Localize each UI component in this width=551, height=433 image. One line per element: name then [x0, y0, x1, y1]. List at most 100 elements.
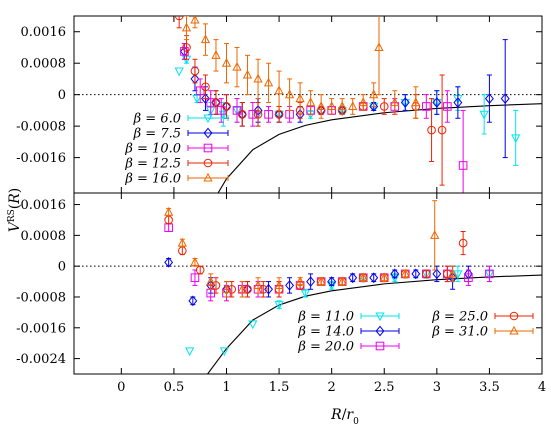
top-y-tick-label: 0.0016	[21, 25, 67, 40]
top-fit-curve	[217, 103, 542, 193]
data-point	[284, 89, 295, 99]
data-point	[192, 95, 202, 104]
x-tick-label: 3	[433, 380, 441, 395]
data-point	[295, 276, 305, 286]
data-point	[190, 257, 200, 266]
legend-marker	[203, 143, 213, 153]
top-series-2	[180, 43, 468, 193]
data-point	[453, 270, 463, 280]
data-point	[219, 347, 230, 357]
data-point	[337, 101, 347, 111]
bottom-y-tick-label: -0.0008	[16, 290, 66, 305]
data-point	[211, 98, 221, 107]
data-point	[369, 272, 379, 284]
data-point	[211, 50, 221, 59]
data-point	[458, 161, 468, 170]
bottom-fit-curve	[207, 274, 542, 374]
x-tick-label: 0.5	[164, 380, 185, 395]
data-point	[164, 256, 174, 268]
data-point	[348, 101, 358, 111]
data-point	[201, 82, 210, 92]
data-point	[464, 273, 473, 283]
top-y-tick-label: -0.0016	[16, 151, 66, 166]
legend-marker	[375, 325, 385, 337]
data-point	[232, 61, 242, 71]
data-point	[181, 22, 192, 32]
legend-marker	[203, 158, 213, 168]
bottom-plot-area	[74, 200, 542, 374]
data-point	[337, 105, 347, 116]
data-point	[188, 295, 198, 307]
data-point	[485, 269, 494, 279]
data-point	[190, 73, 200, 85]
data-point	[379, 102, 389, 111]
data-point	[300, 289, 310, 299]
data-point	[453, 97, 463, 108]
legend-marker	[203, 127, 213, 139]
data-point	[432, 97, 442, 108]
data-point	[327, 101, 337, 111]
data-point	[390, 97, 400, 107]
data-point	[274, 280, 284, 289]
legend-label: β = 7.5	[133, 127, 181, 142]
x-tick-label: 1	[222, 380, 230, 395]
data-point	[443, 102, 452, 111]
data-point	[295, 93, 305, 103]
data-point	[427, 125, 436, 135]
legend-marker	[509, 325, 519, 335]
data-point	[484, 93, 494, 104]
data-point	[274, 301, 284, 310]
data-point	[206, 98, 216, 107]
data-point	[479, 110, 489, 120]
data-point	[400, 97, 410, 108]
data-point	[164, 207, 174, 216]
top-panel: 0.0016 0.0008 0 -0.0008 -0.0016 β = 6.0β = 7.…	[16, 15, 543, 194]
data-point	[379, 272, 389, 282]
data-point	[190, 273, 200, 283]
data-point	[422, 269, 431, 279]
legend-label: β = 20.0	[297, 340, 354, 355]
data-point	[248, 320, 258, 330]
data-point	[358, 97, 368, 107]
top-y-tick-label: 0.0008	[21, 57, 67, 72]
data-point	[248, 110, 258, 119]
data-point	[374, 42, 384, 52]
data-point	[227, 284, 237, 294]
data-point	[259, 284, 268, 294]
data-point	[263, 77, 274, 87]
data-point	[195, 265, 205, 275]
data-point	[316, 276, 326, 286]
top-series-4	[181, 16, 421, 119]
data-point	[369, 89, 379, 99]
legend-marker	[375, 341, 385, 351]
x-tick-label: 0	[117, 380, 125, 395]
data-point	[221, 57, 232, 67]
data-point	[274, 85, 284, 95]
data-point	[430, 230, 440, 239]
bottom-y-tick-label: 0.0016	[21, 198, 67, 213]
bottom-series-4	[164, 200, 458, 298]
y-axis-label: VRS(R)	[7, 188, 23, 233]
legend-marker	[375, 312, 385, 322]
legend-marker	[203, 172, 213, 182]
data-point	[295, 108, 305, 120]
data-point	[177, 237, 187, 247]
data-point	[458, 238, 468, 248]
x-axis-label: R/r0	[330, 407, 359, 427]
top-legend: β = 6.0β = 7.5β = 10.0β = 12.5β = 16.0	[124, 112, 229, 187]
data-point	[253, 110, 263, 119]
data-point	[190, 66, 200, 76]
top-y-tick-label: 0	[58, 88, 66, 103]
data-point	[447, 268, 458, 278]
data-point	[174, 67, 184, 77]
data-point	[437, 125, 447, 135]
data-point	[443, 269, 452, 279]
data-point	[348, 272, 358, 284]
bottom-y-tick-label: 0.0008	[21, 229, 67, 244]
legend-marker	[509, 311, 519, 321]
legend-label: β = 31.0	[431, 325, 488, 340]
data-point	[400, 268, 410, 278]
bottom-y-tick-label: -0.0016	[16, 321, 66, 336]
data-point	[411, 268, 421, 280]
